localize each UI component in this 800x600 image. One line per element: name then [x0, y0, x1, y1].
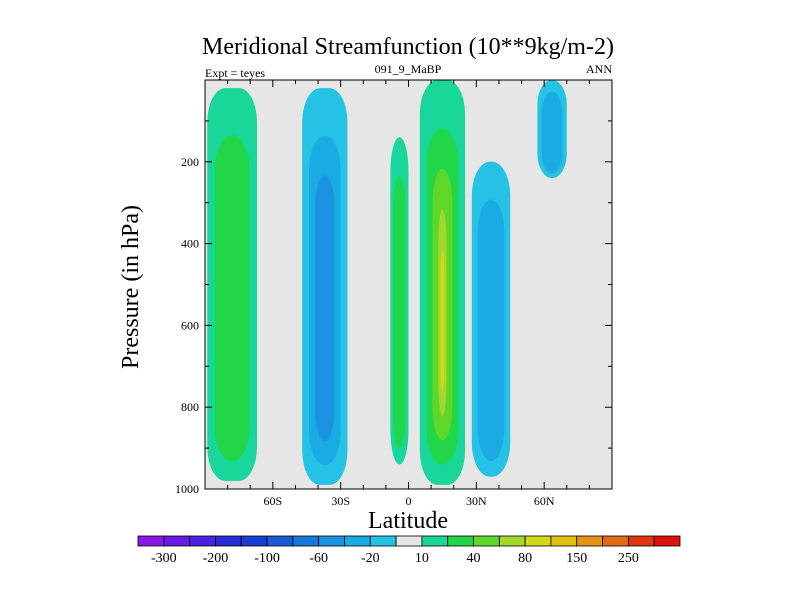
- colorbar-label: -100: [254, 551, 280, 566]
- colorbar-swatch: [576, 535, 603, 547]
- colorbar-swatch: [524, 535, 552, 547]
- colorbar: -300 -200 -100 -60 -20 10 40 80 150 250: [137, 535, 681, 566]
- colorbar-label: 150: [566, 551, 587, 566]
- contour-level-20: [393, 176, 406, 449]
- colorbar-swatch: [266, 535, 294, 547]
- colorbar-swatch: [498, 535, 526, 547]
- x-axis-label: Latitude: [368, 508, 448, 534]
- contour-level-neg20: [541, 91, 563, 174]
- contour-level-neg20: [477, 199, 505, 461]
- x-tick-label: 0: [406, 494, 412, 508]
- colorbar-swatch: [473, 535, 500, 547]
- contour-level-neg40: [314, 175, 335, 442]
- right-subtitle: ANN: [586, 62, 612, 76]
- y-tick-label: 1000: [175, 482, 199, 496]
- y-axis: 200 400 600 800 1000: [175, 120, 612, 496]
- colorbar-label: -300: [151, 551, 177, 566]
- colorbar-label: 10: [415, 551, 429, 566]
- y-tick-label: 600: [181, 318, 199, 332]
- left-subtitle: Expt = teyes: [205, 66, 265, 80]
- colorbar-swatch: [215, 535, 242, 547]
- colorbar-label: 40: [467, 551, 481, 566]
- colorbar-swatch: [344, 535, 371, 547]
- southern-hadley-positive-cell: [390, 137, 409, 465]
- colorbar-swatch: [550, 535, 578, 547]
- colorbar-swatch: [189, 535, 216, 547]
- colorbar-swatch: [421, 535, 449, 547]
- colorbar-label: -20: [361, 551, 380, 566]
- x-tick-label: 60S: [263, 494, 282, 508]
- colorbar-swatch: [240, 535, 268, 547]
- colorbar-swatch: [627, 535, 655, 547]
- colorbar-swatch: [137, 535, 165, 547]
- colorbar-swatch: [602, 535, 629, 547]
- nh-polar-negative-cell: [537, 80, 567, 179]
- northern-hadley-positive-cell: [419, 80, 466, 485]
- colorbar-swatch: [318, 535, 345, 547]
- colorbar-swatch: [163, 535, 191, 547]
- nh-ferrel-negative-cell: [471, 161, 511, 477]
- colorbar-swatch: [292, 535, 320, 547]
- y-tick-label: 400: [181, 237, 199, 251]
- chart-title: Meridional Streamfunction (10**9kg/m-2): [202, 34, 614, 60]
- colorbar-swatch: [395, 535, 423, 547]
- x-tick-label: 30N: [466, 494, 487, 508]
- colorbar-swatch: [653, 535, 681, 547]
- x-tick-label: 60N: [534, 494, 555, 508]
- x-axis: 60S 30S 0 30N 60N: [227, 80, 590, 508]
- contour-level-20: [214, 135, 250, 462]
- colorbar-label: 250: [618, 551, 639, 566]
- colorbar-label: -200: [203, 551, 229, 566]
- center-subtitle: 091_9_MaBP: [375, 62, 442, 76]
- colorbar-swatch: [447, 535, 474, 547]
- y-tick-label: 800: [181, 400, 199, 414]
- colorbar-swatch: [369, 535, 397, 547]
- sh-polar-positive-cell: [207, 88, 258, 481]
- y-axis-label: Pressure (in hPa): [118, 205, 144, 369]
- contour-layer: [207, 80, 567, 485]
- colorbar-label: -60: [309, 551, 328, 566]
- sh-ferrel-negative-cell: [302, 88, 348, 485]
- x-tick-label: 30S: [331, 494, 350, 508]
- colorbar-label: 80: [518, 551, 532, 566]
- contour-level-80: [440, 250, 445, 392]
- y-tick-label: 200: [181, 155, 199, 169]
